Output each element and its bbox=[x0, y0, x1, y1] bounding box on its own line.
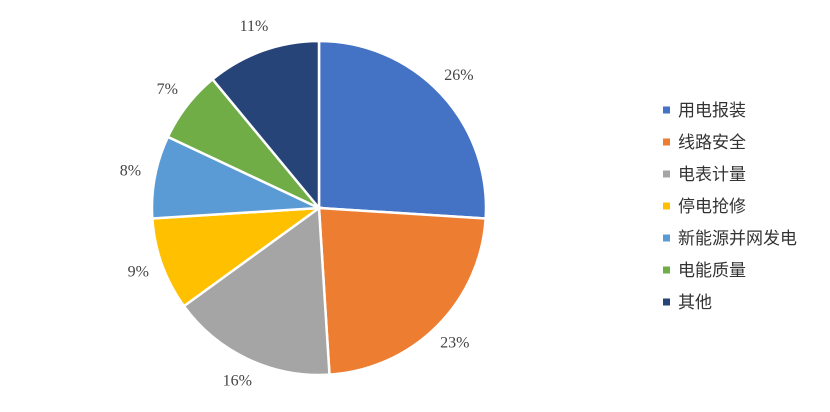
legend-label: 停电抢修 bbox=[678, 197, 746, 217]
pie-slice bbox=[317, 39, 488, 220]
legend-swatch bbox=[663, 170, 670, 178]
data-label: 7% bbox=[157, 81, 178, 98]
legend-swatch bbox=[663, 266, 670, 274]
legend-label: 线路安全 bbox=[678, 133, 746, 153]
legend-label: 电能质量 bbox=[678, 261, 746, 281]
data-label: 26% bbox=[444, 67, 473, 84]
data-label: 23% bbox=[440, 334, 469, 351]
legend-label: 用电报装 bbox=[678, 101, 746, 121]
legend-label: 新能源并网发电 bbox=[678, 229, 797, 249]
legend-label: 电表计量 bbox=[678, 165, 746, 185]
data-label: 16% bbox=[223, 372, 252, 389]
legend-swatch bbox=[663, 298, 670, 306]
pie-slice bbox=[210, 39, 321, 212]
data-label: 8% bbox=[120, 163, 141, 180]
legend-swatch bbox=[663, 202, 670, 210]
legend-swatch bbox=[663, 106, 670, 114]
data-label: 9% bbox=[128, 264, 149, 281]
pie-slice bbox=[151, 206, 324, 308]
legend-swatch bbox=[663, 138, 670, 146]
legend-swatch bbox=[663, 234, 670, 242]
legend-label: 其他 bbox=[678, 293, 712, 313]
data-label: 11% bbox=[240, 18, 269, 35]
pie-slice bbox=[317, 206, 487, 376]
pie-slice bbox=[182, 205, 331, 377]
